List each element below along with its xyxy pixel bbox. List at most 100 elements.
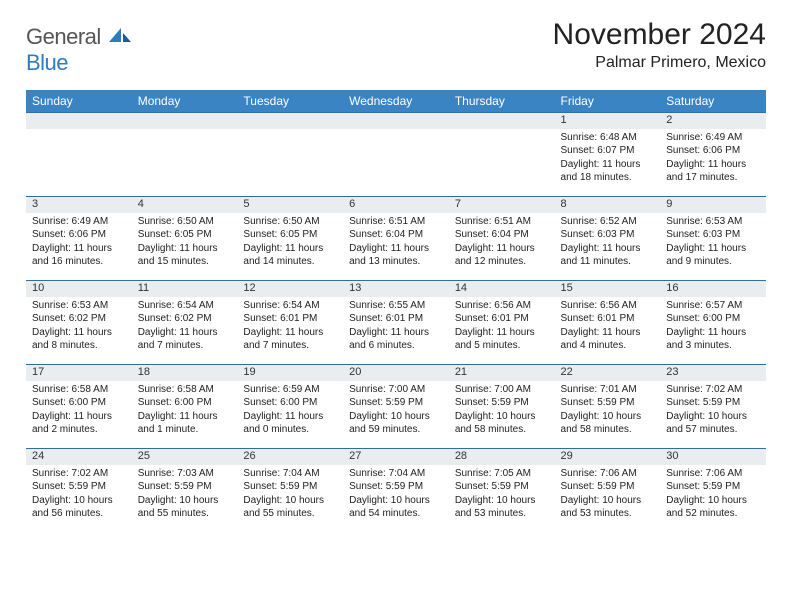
- sunset-text: Sunset: 6:04 PM: [455, 228, 549, 242]
- daylight-text: Daylight: 11 hours and 2 minutes.: [32, 410, 126, 437]
- daylight-text: Daylight: 11 hours and 11 minutes.: [561, 242, 655, 269]
- sunrise-text: Sunrise: 7:05 AM: [455, 467, 549, 481]
- day-details-cell: Sunrise: 6:51 AMSunset: 6:04 PMDaylight:…: [343, 213, 449, 281]
- sunrise-text: Sunrise: 7:03 AM: [138, 467, 232, 481]
- sunrise-text: Sunrise: 7:00 AM: [455, 383, 549, 397]
- sunrise-text: Sunrise: 7:02 AM: [666, 383, 760, 397]
- sunrise-text: Sunrise: 6:48 AM: [561, 131, 655, 145]
- daylight-text: Daylight: 11 hours and 4 minutes.: [561, 326, 655, 353]
- sunrise-text: Sunrise: 6:54 AM: [138, 299, 232, 313]
- day-details-cell: Sunrise: 6:59 AMSunset: 6:00 PMDaylight:…: [237, 381, 343, 449]
- sunset-text: Sunset: 6:07 PM: [561, 144, 655, 158]
- sunrise-text: Sunrise: 6:55 AM: [349, 299, 443, 313]
- daylight-text: Daylight: 11 hours and 17 minutes.: [666, 158, 760, 185]
- sunrise-text: Sunrise: 7:04 AM: [349, 467, 443, 481]
- day-details-row: Sunrise: 6:58 AMSunset: 6:00 PMDaylight:…: [26, 381, 766, 449]
- day-details-cell: Sunrise: 7:05 AMSunset: 5:59 PMDaylight:…: [449, 465, 555, 533]
- day-number-cell: 10: [26, 281, 132, 297]
- day-details-row: Sunrise: 6:48 AMSunset: 6:07 PM Daylight:…: [26, 129, 766, 197]
- sunrise-text: Sunrise: 6:51 AM: [455, 215, 549, 229]
- sunrise-text: Sunrise: 7:00 AM: [349, 383, 443, 397]
- sunset-text: Sunset: 6:06 PM: [666, 144, 760, 158]
- sunset-text: Sunset: 5:59 PM: [243, 480, 337, 494]
- day-number-cell: [237, 113, 343, 129]
- day-number-cell: 8: [555, 197, 661, 213]
- daylight-text: Daylight: 11 hours and 13 minutes.: [349, 242, 443, 269]
- daylight-text: Daylight: 11 hours and 1 minute.: [138, 410, 232, 437]
- sunrise-text: Sunrise: 6:57 AM: [666, 299, 760, 313]
- weekday-header-row: Sunday Monday Tuesday Wednesday Thursday…: [26, 90, 766, 113]
- day-number-cell: 3: [26, 197, 132, 213]
- day-number-cell: 27: [343, 449, 449, 465]
- day-details-cell: Sunrise: 7:04 AMSunset: 5:59 PMDaylight:…: [237, 465, 343, 533]
- day-number-cell: 20: [343, 365, 449, 381]
- sunset-text: Sunset: 6:00 PM: [243, 396, 337, 410]
- weekday-header: Friday: [555, 90, 661, 113]
- day-number-row: 17181920212223: [26, 365, 766, 381]
- daylight-text: Daylight: 11 hours and 0 minutes.: [243, 410, 337, 437]
- sunrise-text: Sunrise: 6:53 AM: [32, 299, 126, 313]
- sunset-text: Sunset: 5:59 PM: [561, 396, 655, 410]
- daylight-text: Daylight: 11 hours and 16 minutes.: [32, 242, 126, 269]
- daylight-text: Daylight: 10 hours and 59 minutes.: [349, 410, 443, 437]
- daylight-text: Daylight: 10 hours and 58 minutes.: [561, 410, 655, 437]
- day-number-cell: 17: [26, 365, 132, 381]
- sunrise-text: Sunrise: 6:51 AM: [349, 215, 443, 229]
- logo: General Blue: [26, 18, 133, 76]
- sunset-text: Sunset: 6:05 PM: [243, 228, 337, 242]
- day-details-cell: Sunrise: 6:52 AMSunset: 6:03 PMDaylight:…: [555, 213, 661, 281]
- daylight-text: Daylight: 11 hours and 14 minutes.: [243, 242, 337, 269]
- sunset-text: Sunset: 6:01 PM: [455, 312, 549, 326]
- day-number-cell: 18: [132, 365, 238, 381]
- daylight-text: Daylight: 11 hours and 7 minutes.: [243, 326, 337, 353]
- sunset-text: Sunset: 6:00 PM: [32, 396, 126, 410]
- calendar-body: 12 Sunrise: 6:48 AMSunset: 6:07 PM Daylig…: [26, 113, 766, 533]
- day-details-row: Sunrise: 6:53 AMSunset: 6:02 PMDaylight:…: [26, 297, 766, 365]
- day-details-cell: Sunrise: 6:51 AMSunset: 6:04 PMDaylight:…: [449, 213, 555, 281]
- sunset-text: Sunset: 6:02 PM: [32, 312, 126, 326]
- day-details-row: Sunrise: 6:49 AMSunset: 6:06 PMDaylight:…: [26, 213, 766, 281]
- logo-text: General Blue: [26, 24, 133, 76]
- weekday-header: Tuesday: [237, 90, 343, 113]
- day-details-cell: Sunrise: 7:06 AMSunset: 5:59 PMDaylight:…: [660, 465, 766, 533]
- sunrise-text: Sunrise: 6:56 AM: [561, 299, 655, 313]
- sunset-text: Sunset: 5:59 PM: [561, 480, 655, 494]
- daylight-text: Daylight: 11 hours and 7 minutes.: [138, 326, 232, 353]
- day-number-cell: 24: [26, 449, 132, 465]
- daylight-text: Daylight: 11 hours and 15 minutes.: [138, 242, 232, 269]
- sunset-text: Sunset: 6:01 PM: [243, 312, 337, 326]
- day-number-cell: 22: [555, 365, 661, 381]
- daylight-text: Daylight: 11 hours and 6 minutes.: [349, 326, 443, 353]
- day-details-cell: Sunrise: 6:53 AMSunset: 6:02 PMDaylight:…: [26, 297, 132, 365]
- daylight-text: Daylight: 10 hours and 57 minutes.: [666, 410, 760, 437]
- daylight-text: Daylight: 10 hours and 55 minutes.: [243, 494, 337, 521]
- sunset-text: Sunset: 6:04 PM: [349, 228, 443, 242]
- sunset-text: Sunset: 6:05 PM: [138, 228, 232, 242]
- day-details-cell: Sunrise: 6:53 AMSunset: 6:03 PMDaylight:…: [660, 213, 766, 281]
- sunrise-text: Sunrise: 6:49 AM: [32, 215, 126, 229]
- day-details-cell: Sunrise: 7:00 AMSunset: 5:59 PMDaylight:…: [449, 381, 555, 449]
- sunrise-text: Sunrise: 6:53 AM: [666, 215, 760, 229]
- day-details-cell: Sunrise: 7:01 AMSunset: 5:59 PMDaylight:…: [555, 381, 661, 449]
- sunrise-text: Sunrise: 7:04 AM: [243, 467, 337, 481]
- day-details-cell: [132, 129, 238, 197]
- daylight-text: Daylight: 11 hours and 8 minutes.: [32, 326, 126, 353]
- logo-sail-icon: [107, 31, 133, 48]
- weekday-header: Saturday: [660, 90, 766, 113]
- day-details-cell: Sunrise: 7:04 AMSunset: 5:59 PMDaylight:…: [343, 465, 449, 533]
- sunrise-text: Sunrise: 6:56 AM: [455, 299, 549, 313]
- day-number-cell: 12: [237, 281, 343, 297]
- daylight-text: Daylight: 10 hours and 55 minutes.: [138, 494, 232, 521]
- day-details-cell: [26, 129, 132, 197]
- sunrise-text: Sunrise: 7:06 AM: [561, 467, 655, 481]
- day-details-cell: Sunrise: 7:03 AMSunset: 5:59 PMDaylight:…: [132, 465, 238, 533]
- day-number-cell: 21: [449, 365, 555, 381]
- day-number-cell: 30: [660, 449, 766, 465]
- day-number-cell: 7: [449, 197, 555, 213]
- sunset-text: Sunset: 5:59 PM: [349, 480, 443, 494]
- day-details-cell: Sunrise: 7:02 AMSunset: 5:59 PMDaylight:…: [26, 465, 132, 533]
- weekday-header: Wednesday: [343, 90, 449, 113]
- day-number-cell: 9: [660, 197, 766, 213]
- sunset-text: Sunset: 6:06 PM: [32, 228, 126, 242]
- day-details-cell: [343, 129, 449, 197]
